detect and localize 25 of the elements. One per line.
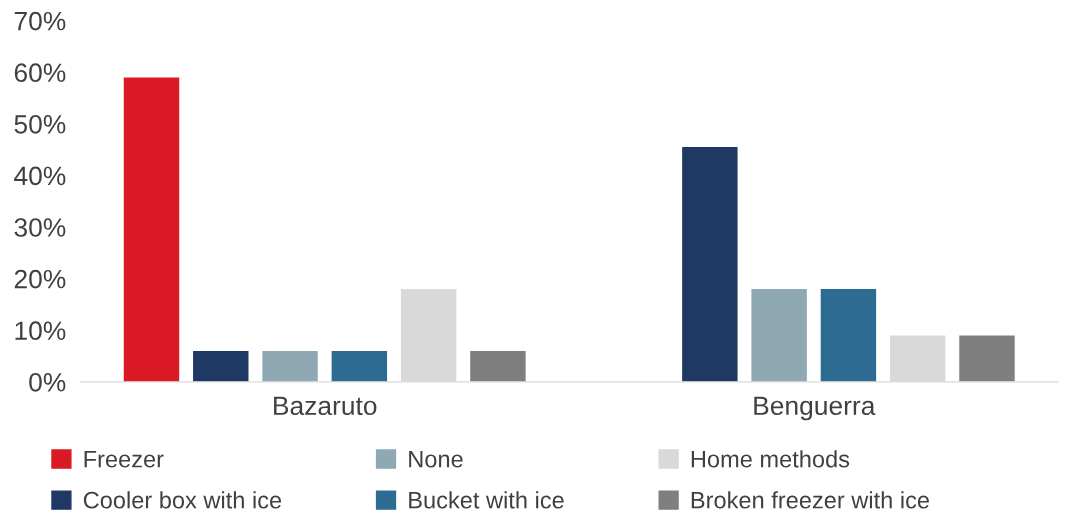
bar (262, 350, 318, 382)
y-tick-label: 70% (14, 11, 66, 31)
x-tick-label: Bazaruto (274, 396, 377, 416)
y-tick-label: 20% (14, 269, 66, 289)
bar (331, 350, 388, 382)
legend-label: Bucket with ice (409, 491, 564, 509)
x-tick-label: Benguerra (754, 396, 876, 421)
bar (470, 350, 526, 382)
legend-label: Home methods (691, 450, 850, 468)
bar (959, 335, 1015, 382)
y-tick-label: 60% (14, 63, 66, 83)
y-tick-label: 40% (14, 166, 66, 186)
legend-label: Broken freezer with ice (691, 491, 929, 509)
bar (682, 147, 738, 382)
y-tick-label: 10% (15, 321, 66, 341)
legend-label: Freezer (84, 451, 164, 468)
y-tick-label: 50% (14, 114, 66, 134)
y-tick-label: 0% (29, 372, 66, 392)
bar (193, 350, 249, 382)
bar (123, 77, 180, 382)
legend-label: Cooler box with ice (83, 491, 282, 509)
bar (751, 288, 807, 382)
legend-label: None (409, 451, 463, 468)
y-tick-label: 30% (14, 218, 66, 237)
bar (820, 288, 877, 382)
